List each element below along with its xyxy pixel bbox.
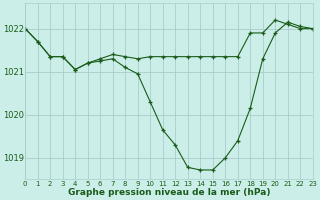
X-axis label: Graphe pression niveau de la mer (hPa): Graphe pression niveau de la mer (hPa) [68,188,270,197]
